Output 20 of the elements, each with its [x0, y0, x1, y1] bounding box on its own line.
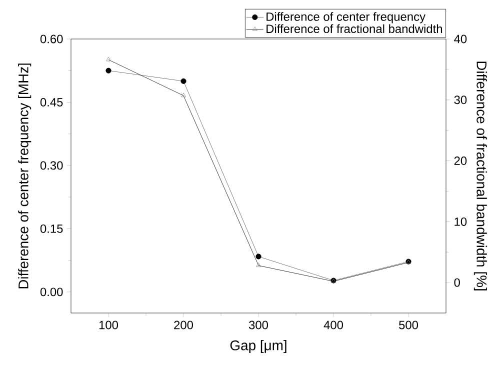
y-axis-title: Difference of center frequency [MHz]	[18, 64, 32, 288]
x-axis-title: Gap [μm]	[230, 340, 286, 354]
y-tick-label: 0.15	[40, 224, 63, 233]
y2-tick-label: 0	[454, 278, 460, 287]
y-tick-label: 0.60	[40, 34, 63, 44]
x-tick-label: 200	[174, 320, 194, 330]
y2-tick-label: 10	[454, 217, 467, 226]
legend-label: Difference of fractional bandwidth	[266, 24, 442, 34]
y2-tick-label: 30	[454, 96, 467, 104]
y2-tick-label: 20	[454, 156, 467, 166]
x-tick-label: 100	[99, 320, 118, 330]
y2-tick-label: 40	[454, 34, 467, 44]
y-tick-label: 0.00	[40, 288, 63, 296]
y2-axis-title: Difference of fractional bandwidth [%]	[474, 62, 487, 290]
x-tick-label: 500	[399, 320, 418, 330]
x-tick-label: 400	[324, 320, 344, 330]
y-tick-label: 0.45	[40, 98, 63, 106]
x-tick-label: 300	[248, 320, 268, 330]
legend-label: Difference of center frequency	[266, 12, 426, 24]
y-tick-label: 0.30	[40, 161, 63, 170]
